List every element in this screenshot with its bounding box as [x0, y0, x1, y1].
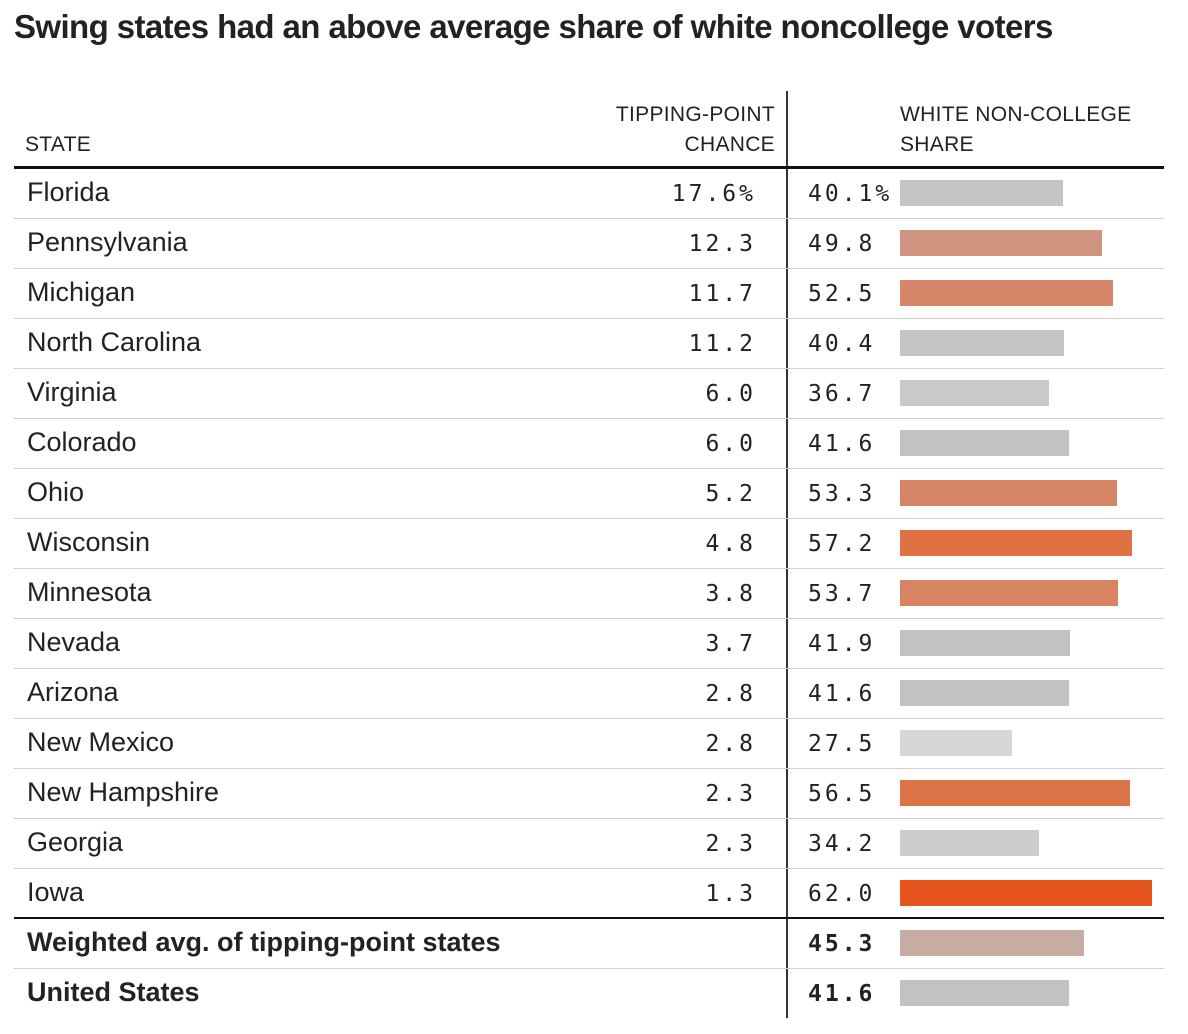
row-tipping-point-value: 2.8 — [705, 731, 756, 757]
row-state-name: Pennsylvania — [27, 227, 188, 257]
row-state-name: Wisconsin — [27, 527, 151, 557]
row-separator — [14, 668, 1164, 669]
row-white-noncollege-value: 45.3 — [808, 931, 876, 957]
chart-title: Swing states had an above average share … — [14, 8, 1053, 45]
row-separator — [14, 468, 1164, 469]
row-share-bar — [900, 530, 1132, 556]
row-separator — [14, 318, 1164, 319]
row-state-name: Iowa — [27, 877, 85, 907]
header-white-noncollege-line2: SHARE — [900, 133, 974, 156]
header-tipping-point-line2: CHANCE — [684, 133, 775, 156]
row-share-bar — [900, 680, 1069, 706]
row-separator — [14, 968, 1164, 969]
row-state-name: Weighted avg. of tipping-point states — [27, 927, 501, 957]
row-state-name: United States — [27, 977, 200, 1007]
row-separator — [14, 818, 1164, 819]
row-share-bar — [900, 180, 1063, 206]
row-separator — [14, 618, 1164, 619]
row-separator — [14, 218, 1164, 219]
row-share-bar — [900, 980, 1069, 1006]
row-white-noncollege-value: 53.3 — [808, 481, 876, 507]
row-separator — [14, 418, 1164, 419]
row-white-noncollege-value: 34.2 — [808, 831, 876, 857]
row-separator — [14, 868, 1164, 869]
row-share-bar — [900, 880, 1152, 906]
row-separator — [14, 568, 1164, 569]
header-white-noncollege: WHITE NON-COLLEGE SHARE — [900, 100, 1180, 160]
row-state-name: North Carolina — [27, 327, 202, 357]
row-tipping-point-value: 11.7 — [688, 281, 756, 307]
row-state-name: Colorado — [27, 427, 137, 457]
row-share-bar — [900, 930, 1084, 956]
row-share-bar — [900, 230, 1102, 256]
row-tipping-point-value: 6.0 — [705, 431, 756, 457]
row-share-bar — [900, 580, 1118, 606]
row-white-noncollege-value: 52.5 — [808, 281, 876, 307]
header-state: STATE — [25, 133, 92, 156]
row-white-noncollege-value: 49.8 — [808, 231, 876, 257]
row-tipping-point-value: 1.3 — [705, 881, 756, 907]
row-state-name: Virginia — [27, 377, 117, 407]
row-white-noncollege-value: 40.1% — [808, 181, 893, 207]
row-white-noncollege-value: 27.5 — [808, 731, 876, 757]
row-tipping-point-value: 3.7 — [705, 631, 756, 657]
row-separator — [14, 718, 1164, 719]
row-tipping-point-value: 12.3 — [688, 231, 756, 257]
row-share-bar — [900, 280, 1113, 306]
row-separator — [14, 518, 1164, 519]
row-state-name: New Hampshire — [27, 777, 220, 807]
row-white-noncollege-value: 57.2 — [808, 531, 876, 557]
row-state-name: Minnesota — [27, 577, 152, 607]
row-state-name: Florida — [27, 177, 110, 207]
row-white-noncollege-value: 41.6 — [808, 681, 876, 707]
header-white-noncollege-line1: WHITE NON-COLLEGE — [900, 103, 1132, 126]
row-separator — [14, 268, 1164, 269]
row-state-name: New Mexico — [27, 727, 175, 757]
row-share-bar — [900, 330, 1064, 356]
row-separator — [14, 368, 1164, 369]
row-state-name: Michigan — [27, 277, 136, 307]
row-share-bar — [900, 630, 1070, 656]
header-tipping-point-line1: TIPPING-POINT — [615, 103, 775, 126]
row-tipping-point-value: 11.2 — [688, 331, 756, 357]
row-white-noncollege-value: 36.7 — [808, 381, 876, 407]
row-white-noncollege-value: 41.6 — [808, 431, 876, 457]
row-separator — [14, 768, 1164, 769]
row-white-noncollege-value: 56.5 — [808, 781, 876, 807]
summary-rule — [14, 917, 1164, 919]
row-white-noncollege-value: 41.9 — [808, 631, 876, 657]
column-divider — [786, 91, 788, 1018]
row-white-noncollege-value: 40.4 — [808, 331, 876, 357]
header-rule — [14, 166, 1164, 169]
row-state-name: Ohio — [27, 477, 85, 507]
row-state-name: Arizona — [27, 677, 119, 707]
row-share-bar — [900, 730, 1012, 756]
row-tipping-point-value: 2.3 — [705, 831, 756, 857]
row-state-name: Nevada — [27, 627, 121, 657]
row-share-bar — [900, 780, 1130, 806]
row-share-bar — [900, 430, 1069, 456]
row-tipping-point-value: 4.8 — [705, 531, 756, 557]
row-tipping-point-value: 2.3 — [705, 781, 756, 807]
row-share-bar — [900, 830, 1039, 856]
row-share-bar — [900, 380, 1049, 406]
row-white-noncollege-value: 53.7 — [808, 581, 876, 607]
header-tipping-point: TIPPING-POINT CHANCE — [535, 100, 775, 160]
row-white-noncollege-value: 62.0 — [808, 881, 876, 907]
row-tipping-point-value: 6.0 — [705, 381, 756, 407]
row-tipping-point-value: 2.8 — [705, 681, 756, 707]
row-state-name: Georgia — [27, 827, 124, 857]
row-tipping-point-value: 5.2 — [705, 481, 756, 507]
row-share-bar — [900, 480, 1117, 506]
row-tipping-point-value: 17.6% — [671, 181, 756, 207]
row-white-noncollege-value: 41.6 — [808, 981, 876, 1007]
row-tipping-point-value: 3.8 — [705, 581, 756, 607]
